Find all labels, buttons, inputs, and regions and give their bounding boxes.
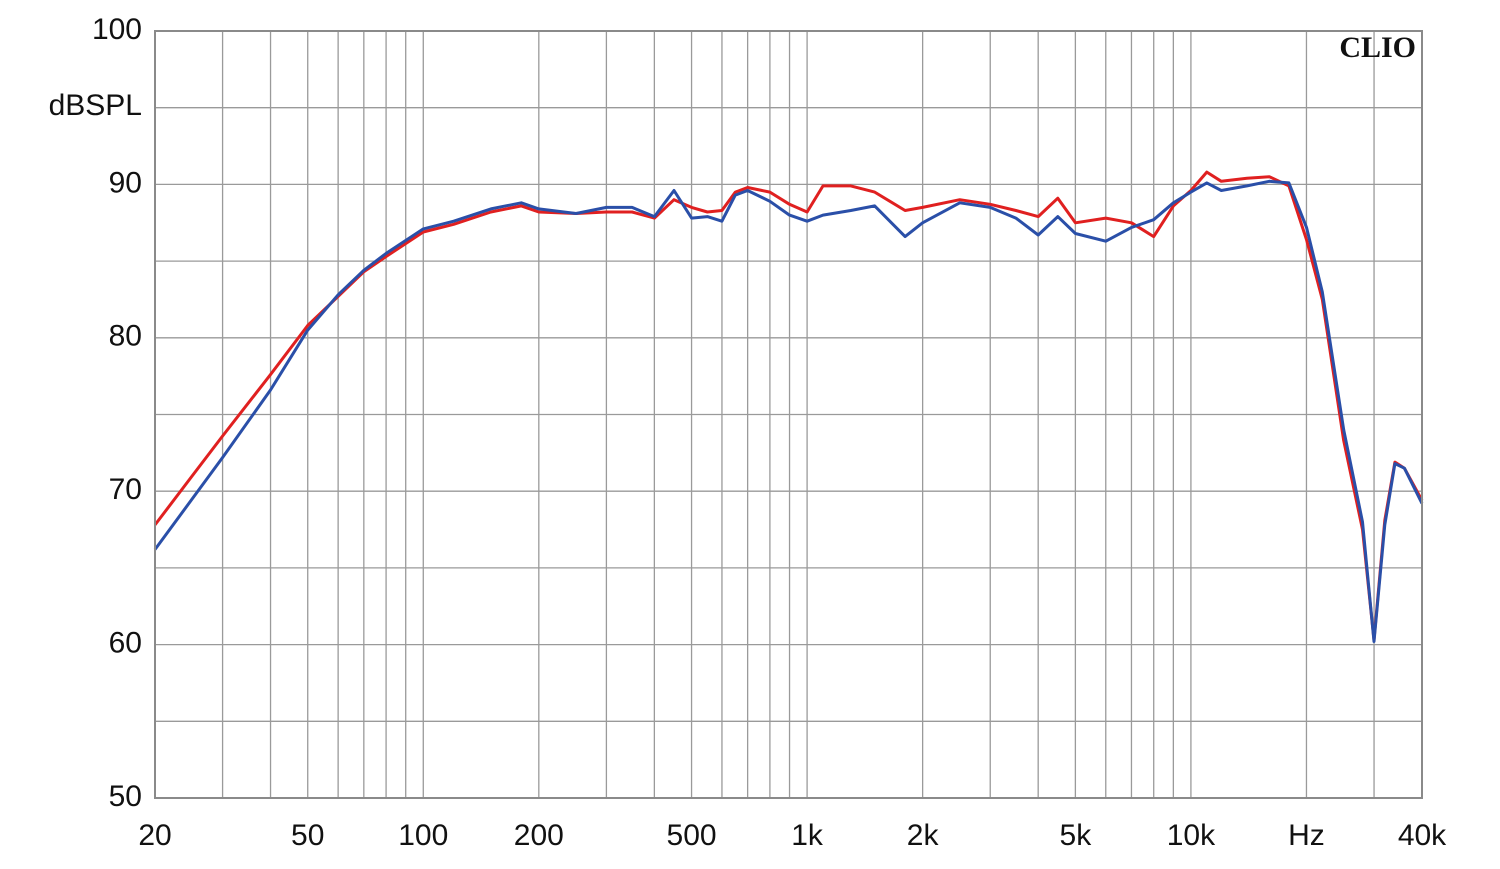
annotation: CLIO <box>1339 31 1416 64</box>
y-axis-label: dBSPL <box>49 89 142 122</box>
series-line <box>153 179 1424 643</box>
x-tick-label: 200 <box>514 819 564 852</box>
x-tick-label: 40k <box>1398 819 1447 852</box>
x-tick-label: Hz <box>1288 819 1325 852</box>
y-tick-label: 60 <box>109 627 142 660</box>
x-tick-label: 2k <box>907 819 940 852</box>
y-tick-label: 50 <box>109 780 142 813</box>
y-tick-label: 90 <box>109 166 142 199</box>
x-tick-label: 5k <box>1060 819 1093 852</box>
plot-frame <box>154 30 1423 799</box>
y-tick-label: 100 <box>92 13 142 46</box>
x-tick-label: 10k <box>1167 819 1216 852</box>
x-tick-label: 100 <box>398 819 448 852</box>
x-tick-label: 1k <box>791 819 824 852</box>
y-tick-label: 70 <box>109 473 142 506</box>
y-tick-label: 80 <box>109 320 142 353</box>
x-tick-label: 500 <box>667 819 717 852</box>
x-tick-label: 50 <box>291 819 324 852</box>
x-tick-label: 20 <box>138 819 171 852</box>
series-line <box>153 170 1424 642</box>
lines <box>153 170 1424 643</box>
